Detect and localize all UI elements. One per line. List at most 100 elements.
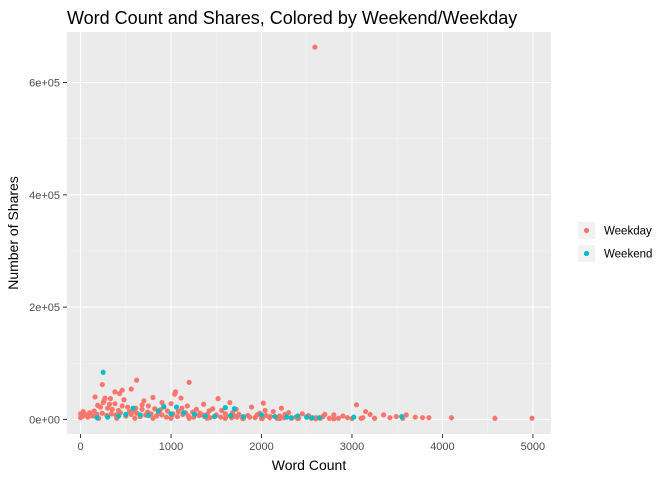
data-point bbox=[145, 412, 152, 419]
data-point bbox=[141, 398, 147, 404]
data-point bbox=[278, 405, 285, 411]
data-point bbox=[80, 408, 86, 415]
data-point bbox=[201, 401, 207, 407]
data-point bbox=[150, 415, 156, 421]
data-point bbox=[123, 411, 129, 417]
data-point bbox=[179, 405, 185, 411]
data-point bbox=[299, 411, 305, 417]
data-point bbox=[119, 403, 125, 409]
data-point bbox=[150, 394, 156, 401]
chart-title: Word Count and Shares, Colored by Weeken… bbox=[67, 8, 517, 28]
data-point bbox=[191, 411, 198, 417]
data-point bbox=[99, 381, 105, 388]
data-point bbox=[173, 404, 180, 410]
data-point bbox=[426, 415, 432, 421]
data-point bbox=[367, 411, 373, 417]
data-point bbox=[387, 415, 393, 421]
data-point bbox=[186, 415, 192, 421]
data-point bbox=[284, 414, 290, 420]
data-point bbox=[331, 412, 337, 418]
data-point bbox=[206, 408, 212, 414]
data-point bbox=[159, 399, 165, 406]
y-tick-label: 2e+05 bbox=[29, 302, 60, 314]
data-point bbox=[252, 415, 258, 421]
data-point bbox=[105, 414, 111, 420]
legend: Weekday Weekend bbox=[578, 222, 652, 262]
data-point bbox=[412, 414, 418, 420]
data-point bbox=[77, 415, 84, 421]
data-point bbox=[100, 399, 106, 406]
data-point bbox=[288, 415, 294, 421]
data-point bbox=[168, 415, 174, 421]
data-point bbox=[215, 396, 221, 402]
data-point bbox=[112, 389, 118, 395]
data-point bbox=[184, 403, 190, 409]
data-point bbox=[248, 404, 255, 410]
data-point bbox=[403, 412, 409, 418]
data-point bbox=[393, 413, 399, 420]
data-point bbox=[108, 411, 114, 417]
y-tick-label: 6e+05 bbox=[29, 78, 60, 90]
data-point bbox=[211, 413, 218, 420]
data-point bbox=[276, 415, 283, 422]
data-point bbox=[218, 414, 224, 420]
data-point bbox=[202, 413, 209, 419]
y-tick-label: 4e+05 bbox=[29, 190, 60, 202]
data-point bbox=[240, 413, 247, 420]
x-axis-ticks: 0 1000 2000 3000 4000 5000 bbox=[78, 434, 545, 453]
y-axis-ticks: 0e+00 2e+05 4e+05 6e+05 bbox=[29, 78, 67, 426]
data-point bbox=[145, 403, 152, 409]
data-point bbox=[155, 408, 161, 414]
data-point bbox=[270, 408, 276, 415]
data-point bbox=[326, 415, 332, 421]
data-point bbox=[351, 414, 357, 420]
data-point bbox=[295, 413, 301, 419]
x-tick-label: 2000 bbox=[249, 441, 273, 453]
data-point bbox=[94, 415, 100, 421]
data-point bbox=[128, 411, 134, 417]
data-point bbox=[164, 408, 171, 414]
minor-gridlines bbox=[67, 32, 551, 434]
data-point bbox=[168, 411, 174, 417]
data-point bbox=[100, 369, 106, 375]
data-point bbox=[109, 406, 115, 412]
data-point bbox=[99, 410, 105, 416]
y-axis-title: Number of Shares bbox=[5, 176, 21, 290]
data-point bbox=[219, 407, 225, 414]
data-point bbox=[181, 410, 187, 416]
data-point bbox=[529, 415, 535, 421]
data-point bbox=[139, 406, 145, 412]
data-point bbox=[186, 379, 192, 385]
data-point bbox=[448, 415, 455, 421]
data-point bbox=[168, 401, 174, 407]
data-point bbox=[309, 415, 315, 421]
major-gridlines bbox=[67, 32, 551, 434]
data-point bbox=[272, 413, 278, 420]
series-weekend bbox=[94, 369, 405, 421]
data-point bbox=[175, 408, 181, 415]
data-point bbox=[116, 390, 123, 397]
data-point bbox=[371, 415, 378, 421]
data-point bbox=[340, 413, 346, 419]
data-point bbox=[399, 413, 405, 420]
data-point bbox=[247, 414, 253, 420]
data-point bbox=[335, 415, 342, 421]
data-point bbox=[174, 413, 180, 420]
x-tick-label: 4000 bbox=[430, 441, 454, 453]
data-point bbox=[492, 415, 498, 421]
data-point bbox=[105, 405, 111, 411]
x-tick-label: 5000 bbox=[521, 441, 545, 453]
data-point bbox=[231, 406, 237, 412]
data-point bbox=[115, 413, 122, 419]
data-point bbox=[125, 404, 131, 410]
data-point bbox=[381, 412, 387, 418]
data-point bbox=[161, 403, 167, 410]
data-point bbox=[112, 401, 118, 407]
data-point bbox=[89, 413, 95, 419]
data-point bbox=[172, 391, 178, 397]
data-point bbox=[228, 412, 234, 419]
y-tick-label: 0e+00 bbox=[29, 414, 60, 426]
data-point bbox=[344, 415, 351, 421]
data-point bbox=[134, 377, 140, 383]
